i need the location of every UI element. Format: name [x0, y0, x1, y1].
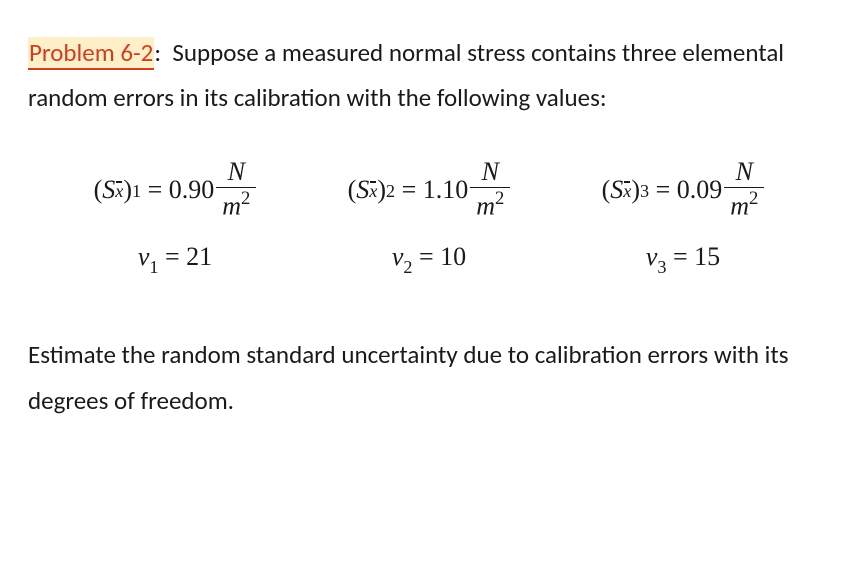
nu1-index: 1	[149, 257, 158, 277]
eq-sign: =	[419, 242, 434, 271]
nu-symbol: ν	[138, 242, 150, 271]
eq-sign: =	[148, 175, 163, 205]
problem-label-text: Problem 6-2	[29, 37, 153, 68]
dof-1: ν1 = 21	[48, 242, 302, 276]
eq2-index: 2	[386, 181, 395, 202]
symbol-xbar: x	[623, 181, 631, 202]
equation-s2: (Sx)2 = 1.10 N m2	[302, 156, 556, 224]
units-den-base: m	[222, 192, 241, 221]
symbol-S: S	[356, 175, 369, 205]
equation-s1: (Sx)1 = 0.90 N m2	[48, 156, 302, 224]
symbol-xbar: x	[369, 181, 377, 202]
symbol-xbar: x	[115, 181, 123, 202]
nu2-value: 10	[440, 242, 466, 271]
eq3-units: N m2	[724, 156, 764, 224]
units-den-exp: 2	[749, 188, 758, 209]
nu3-index: 3	[657, 257, 666, 277]
dof-2: ν2 = 10	[302, 242, 556, 276]
equation-s3: (Sx)3 = 0.09 N m2	[556, 156, 810, 224]
eq-sign: =	[673, 242, 688, 271]
units-num: N	[724, 156, 764, 188]
eq1-units: N m2	[216, 156, 256, 224]
eq-sign: =	[402, 175, 417, 205]
units-den-exp: 2	[495, 188, 504, 209]
eq-sign: =	[165, 242, 180, 271]
units-den-base: m	[476, 192, 495, 221]
symbol-S: S	[610, 175, 623, 205]
dof-row: ν1 = 21 ν2 = 10 ν3 = 15	[28, 242, 830, 276]
eq3-index: 3	[640, 181, 649, 202]
eq1-index: 1	[132, 181, 141, 202]
units-num: N	[216, 156, 256, 188]
units-den-exp: 2	[241, 188, 250, 209]
nu-symbol: ν	[646, 242, 658, 271]
nu1-value: 21	[186, 242, 212, 271]
eq2-value: 1.10	[423, 175, 469, 205]
closing-text: Estimate the random standard uncertainty…	[28, 332, 830, 425]
eq2-units: N m2	[470, 156, 510, 224]
units-num: N	[470, 156, 510, 188]
units-den-base: m	[730, 192, 749, 221]
nu3-value: 15	[694, 242, 720, 271]
dof-3: ν3 = 15	[556, 242, 810, 276]
symbol-S: S	[102, 175, 115, 205]
eq3-value: 0.09	[677, 175, 723, 205]
stress-equations-row: (Sx)1 = 0.90 N m2 (Sx)2 = 1.10 N m2 (Sx)…	[28, 156, 830, 224]
problem-intro: Problem 6-2: Suppose a measured normal s…	[28, 30, 830, 120]
eq-sign: =	[656, 175, 671, 205]
nu2-index: 2	[403, 257, 412, 277]
nu-symbol: ν	[392, 242, 404, 271]
problem-label: Problem 6-2	[28, 37, 154, 70]
eq1-value: 0.90	[169, 175, 215, 205]
